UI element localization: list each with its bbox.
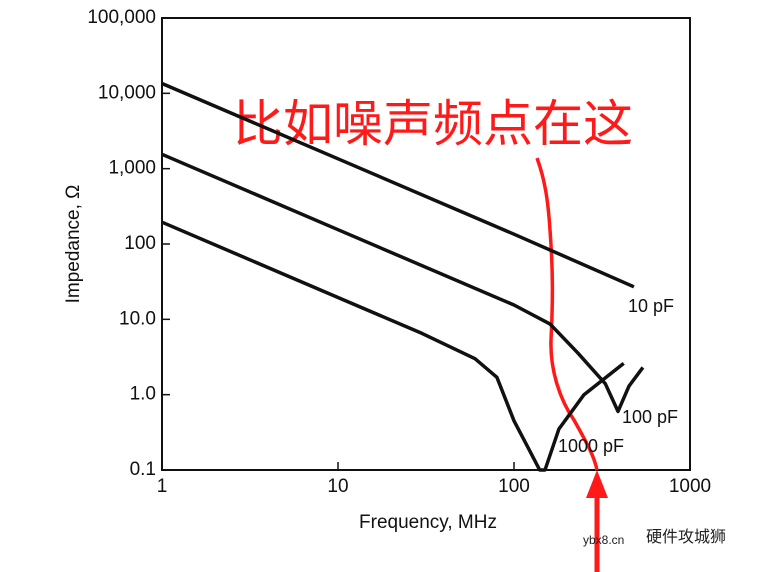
series-line [161,220,625,472]
x-tick-label: 10 [327,476,348,497]
watermark: 硬件攻城狮 [646,528,726,546]
y-tick-label: 100,000 [87,7,156,28]
series-label: 10 pF [628,296,674,316]
annotation-text: 比如噪声频点在这 [233,96,633,152]
x-axis-label: Frequency, MHz [359,512,497,533]
x-tick-label: 100 [498,476,530,497]
y-axis-label: Impedance, Ω [63,185,84,304]
annotation-stroke [535,157,599,471]
annotation-arrowhead [586,470,608,498]
series-label: 1000 pF [558,436,624,456]
y-tick-label: 1,000 [108,158,156,179]
y-tick-label: 10.0 [119,308,156,329]
x-tick-label: 1 [157,476,168,497]
y-tick-label: 100 [124,233,156,254]
plot-frame [161,17,691,471]
watermark-url: ybx8.cn [583,533,624,547]
y-tick-label: 1.0 [130,384,156,405]
x-tick-label: 1000 [669,476,711,497]
series-line [161,81,635,289]
y-tick-label: 0.1 [130,459,156,480]
series-line [161,152,645,414]
y-tick-label: 10,000 [98,82,156,103]
series-label: 100 pF [622,407,678,427]
